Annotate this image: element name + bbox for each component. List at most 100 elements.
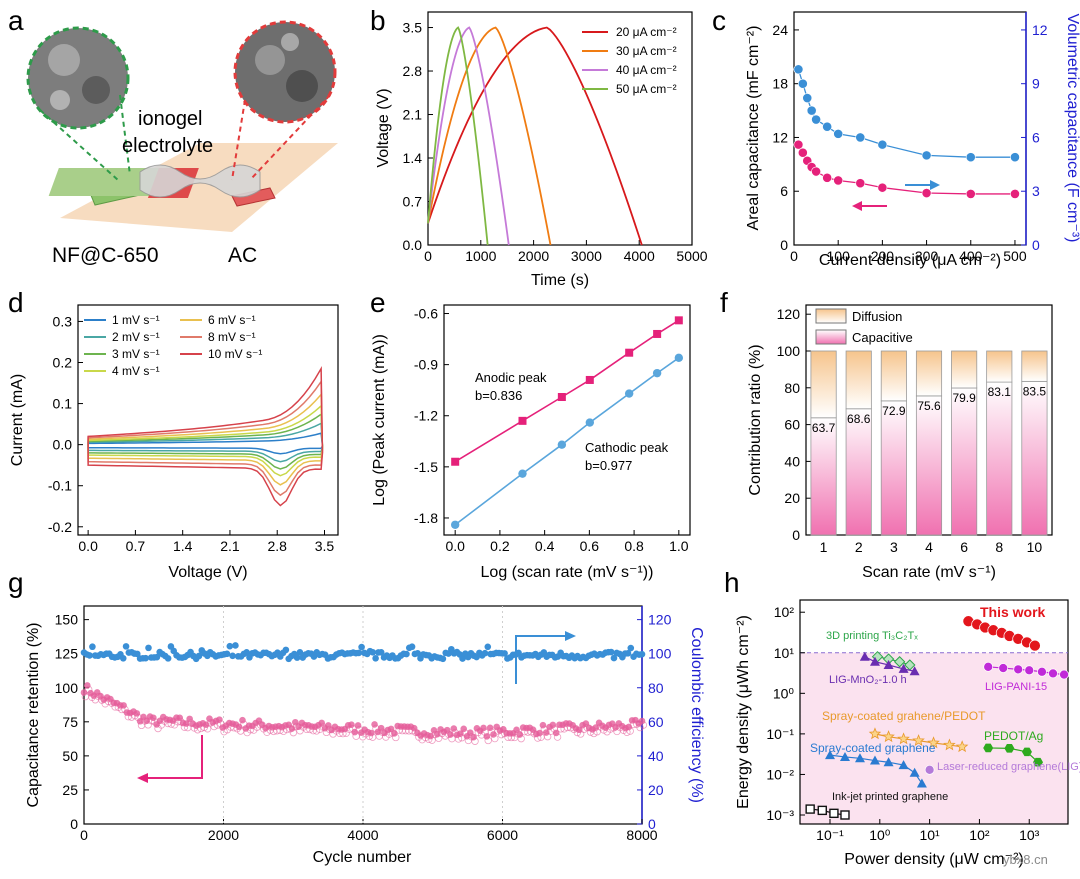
plot-e-ylabel: Log (Peak current (mA)) (371, 334, 388, 506)
g-retention-open-140 (543, 732, 552, 741)
b-xtick-label-5: 5000 (676, 248, 707, 264)
panel-a: a ionogel electrolyte NF@C-650 AC (8, 5, 338, 267)
h-ytick-label-4: 10¹ (774, 645, 795, 661)
c-point-1-0 (793, 64, 804, 75)
c2-ytick-label-2: 6 (1032, 129, 1040, 145)
h-point-7-0 (924, 764, 935, 775)
panel-f-label: f (720, 287, 728, 318)
h-point-4-4 (927, 736, 940, 749)
plot-h-frame (799, 599, 1069, 825)
c-point-0-4 (811, 166, 821, 177)
e-point-0-3 (585, 375, 594, 384)
b-ytick-label-2: 1.4 (403, 150, 423, 166)
d-legend-label-0: 1 mV s⁻¹ (112, 313, 160, 327)
c-series-line-1 (797, 69, 1015, 158)
f-bar-diffusion-3 (915, 350, 943, 397)
h-point-8-1 (817, 805, 827, 816)
g-ce-point-128 (439, 655, 447, 663)
c-ytick-label-1: 6 (780, 183, 788, 199)
h-point-3-4 (1037, 666, 1047, 677)
legend-capacitive-swatch (815, 329, 847, 345)
h-point-8-2 (829, 808, 839, 819)
h-xtick-label-2: 10¹ (919, 827, 940, 843)
f-xtick-label-4: 6 (960, 539, 968, 555)
f-ytick-label-6: 120 (777, 306, 801, 322)
c-point-1-3 (806, 105, 817, 116)
panel-e: e 0.0 0.2 0.4 0.6 0.8 1.0 -1.8 -1.5 -1.2 -0.9 -0.6… (370, 287, 691, 581)
c-point-1-8 (877, 139, 888, 150)
c-ytick-label-0: 0 (780, 237, 788, 253)
watermark: ybx8.cn (1003, 852, 1048, 867)
g-ce-point-72 (282, 646, 290, 654)
g-retention-point-21 (150, 714, 157, 722)
h-point-6-6 (909, 767, 920, 777)
f-bar-diffusion-0 (810, 350, 837, 419)
f-bar-label-3: 75.6 (917, 399, 941, 413)
f-xtick-label-5: 8 (995, 539, 1003, 555)
g-retention-point-140 (542, 729, 550, 736)
f-bar-capacitive-4 (951, 387, 978, 536)
g-retention-open-63 (289, 728, 298, 737)
panel-h: h 10⁻¹ 10⁰ 10¹ 10² 10³10⁻³10⁻²10⁻¹10⁰10¹10² … (724, 567, 1080, 868)
right-electrode-label: AC (228, 244, 257, 267)
h-xtick-label-4: 10³ (1019, 827, 1040, 843)
h-point-3-6 (1059, 669, 1069, 680)
g-xtick-label-1: 2000 (208, 827, 239, 843)
plot-h-xlabel: Power density (μW cm⁻²) (844, 851, 1023, 868)
g-retention-open-132 (517, 734, 525, 743)
g-retention-point-118 (470, 733, 477, 741)
e-point-1-2 (557, 440, 567, 449)
h-series-line-8 (810, 808, 846, 816)
g-retention-point-1 (84, 682, 91, 689)
g-ytick-label-6: 150 (55, 612, 79, 628)
e-xtick-label-2: 0.4 (535, 538, 555, 554)
g-ce-point-143 (481, 649, 489, 657)
panel-f: f 0 20 40 60 80 100 120 1 2 3 4 6 8 10 63.7 68.6 72.9 75… (720, 287, 1053, 581)
f-bar-label-1: 68.6 (847, 412, 871, 426)
plot-g-xlabel: Cycle number (313, 849, 412, 866)
f-ytick-label-5: 100 (777, 343, 801, 359)
ionogel-layer (139, 164, 261, 198)
g-retention-point-90 (377, 724, 385, 732)
h-point-4-6 (955, 740, 969, 753)
f-ytick-label-4: 80 (784, 380, 800, 396)
b-xtick-label-4: 4000 (624, 248, 655, 264)
panel-c: c 0 100 200 300 400 500 0 6 12 18 24 0 3 6 9 12 Current… (712, 5, 1080, 269)
b-series-line-0 (427, 26, 643, 246)
plot-c-ylabel: Areal capacitance (mF cm⁻²) (745, 26, 762, 231)
g-ce-point-194 (624, 649, 632, 657)
plot-e-xlabel: Log (scan rate (mV s⁻¹)) (481, 564, 654, 581)
legend-capacitive: Capacitive (852, 330, 913, 345)
left-electrode-label: NF@C-650 (52, 244, 159, 267)
b-legend-label-3: 50 μA cm⁻² (616, 82, 677, 96)
e-point-0-0 (451, 457, 460, 466)
h-point-2-1 (869, 656, 880, 666)
e-xtick-label-4: 0.8 (624, 538, 644, 554)
cathodic-b: b=0.977 (585, 458, 632, 473)
f-bar-capacitive-3 (915, 395, 943, 536)
h-ytick-label-2: 10⁻¹ (766, 726, 794, 742)
f-xtick-label-0: 1 (820, 539, 828, 555)
g-retention-point-138 (536, 729, 543, 737)
g-retention-point-48 (239, 716, 246, 724)
b-ytick-label-4: 2.8 (403, 63, 423, 79)
f-bar-diffusion-4 (951, 350, 978, 389)
g-ce-point-103 (369, 648, 377, 656)
plot-f-ylabel: Contribution ratio (%) (747, 344, 764, 495)
e-point-1-3 (585, 418, 595, 427)
g-ce-point-51 (223, 650, 231, 658)
plot-e-frame (443, 304, 691, 536)
f-ytick-label-0: 0 (792, 527, 800, 543)
c-point-0-9 (921, 188, 932, 198)
h-point-5-3 (1033, 757, 1044, 767)
e-point-0-1 (518, 416, 527, 425)
h-label-lig-pani: LIG-PANI-15 (985, 681, 1047, 693)
g-xtick-label-2: 4000 (347, 827, 378, 843)
g-ytick-label-3: 75 (62, 714, 78, 730)
f-bar-capacitive-6 (1021, 380, 1048, 536)
plot-g-ylabel: Capacitance retention (%) (25, 623, 42, 808)
h-point-6-3 (869, 755, 880, 765)
c-point-0-5 (822, 172, 833, 183)
legend-diffusion-swatch (815, 308, 847, 324)
g-retention-point-131 (513, 726, 520, 734)
